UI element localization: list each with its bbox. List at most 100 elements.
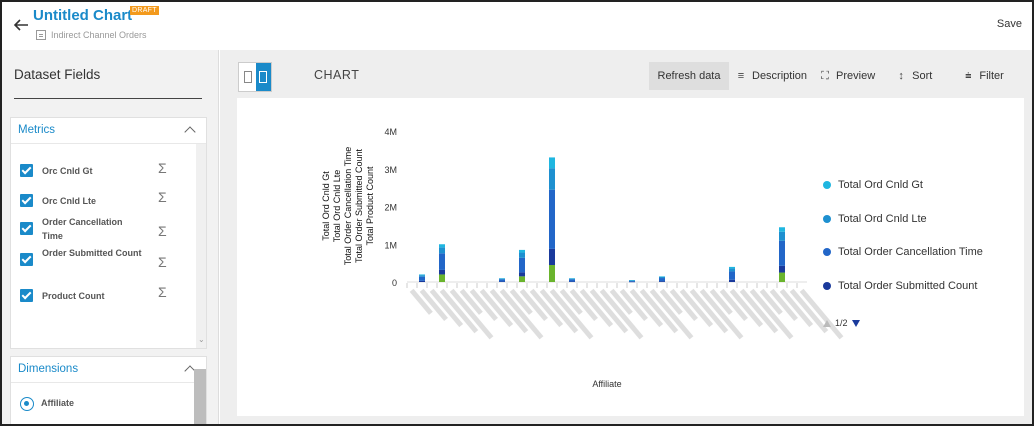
sigma-icon[interactable]: Σ — [158, 189, 167, 205]
back-arrow-icon[interactable] — [12, 16, 30, 34]
bar-segment — [779, 231, 785, 241]
x-tick-label-blurred — [779, 288, 814, 328]
legend-item[interactable]: Total Ord Cnld Lte — [823, 212, 927, 226]
bar-segment — [629, 280, 635, 281]
dataset-fields-panel: Dataset Fields Metrics Orc Cnld Gt Σ Orc… — [2, 50, 219, 424]
chevron-down-icon[interactable]: ⌄ — [198, 335, 205, 344]
bar-segment — [499, 281, 505, 282]
x-tick-label-blurred — [759, 288, 783, 315]
description-button[interactable]: ≡ Description — [729, 62, 813, 90]
bar-segment — [659, 276, 665, 279]
x-tick-label-blurred — [449, 288, 494, 340]
bar-segment — [659, 278, 665, 282]
bar-segment — [519, 257, 525, 273]
legend-item[interactable]: Total Order Cancellation Time — [823, 245, 983, 259]
metrics-header[interactable]: Metrics — [11, 118, 206, 144]
x-tick-label-blurred — [629, 288, 664, 328]
bar-segment — [439, 253, 445, 270]
header: Untitled Chart DRAFT Indirect Channel Or… — [2, 2, 1032, 50]
y-tick-label: 1M — [384, 240, 397, 250]
checkbox-checked-icon[interactable] — [20, 194, 33, 207]
bar-segment — [439, 247, 445, 254]
chart-editor: CHART Refresh data ≡ Description ⛶ Previ… — [220, 50, 1032, 424]
x-tick-label-blurred — [799, 288, 844, 340]
bar-segment — [419, 276, 425, 281]
bar-segment — [519, 272, 525, 277]
checkbox-checked-icon[interactable] — [20, 164, 33, 177]
bar-segment — [519, 252, 525, 258]
bar-segment — [419, 274, 425, 276]
dimensions-scrollbar[interactable] — [194, 369, 206, 424]
metric-label: Orc Cnld Lte — [42, 196, 97, 206]
dataset-name: Indirect Channel Orders — [51, 30, 147, 40]
bar-segment — [549, 168, 555, 190]
x-tick-label-blurred — [459, 288, 483, 315]
refresh-data-button[interactable]: Refresh data — [649, 62, 729, 90]
bar-segment — [419, 280, 425, 282]
metric-item[interactable]: Orc Cnld Lte Σ — [20, 189, 190, 220]
sigma-icon[interactable]: Σ — [158, 223, 167, 239]
page-down-icon[interactable] — [851, 319, 860, 327]
view-toggle[interactable] — [238, 62, 272, 92]
x-tick-label-blurred — [559, 288, 583, 315]
legend-label: Total Ord Cnld Lte — [838, 213, 927, 225]
bar-segment — [569, 281, 575, 282]
x-tick-label-blurred — [709, 288, 733, 315]
sigma-icon[interactable]: Σ — [158, 284, 167, 300]
preview-button[interactable]: ⛶ Preview — [813, 62, 881, 90]
dimensions-header[interactable]: Dimensions — [11, 357, 206, 383]
x-tick-label-blurred — [689, 288, 729, 334]
bar-segment — [779, 240, 785, 266]
bar-segment — [499, 279, 505, 282]
legend-label: Total Order Cancellation Time — [838, 246, 983, 258]
bar-segment — [779, 227, 785, 232]
sort-button[interactable]: ↕ Sort — [889, 62, 938, 90]
x-tick-label-blurred — [589, 288, 629, 334]
legend-item[interactable]: Total Order Submitted Count — [823, 279, 977, 293]
x-tick-label-blurred — [669, 288, 698, 322]
bar-segment — [569, 278, 575, 280]
chart-view-icon[interactable] — [256, 63, 271, 91]
bar-segment — [629, 280, 635, 282]
x-tick-label-blurred — [489, 288, 529, 334]
bar-segment — [569, 279, 575, 282]
x-axis-label: Affiliate — [592, 379, 621, 389]
chevron-up-icon[interactable] — [184, 126, 196, 138]
filter-button[interactable]: ⩧ Filter — [956, 62, 1009, 90]
bar-segment — [729, 279, 735, 282]
metric-item[interactable]: Orc Cnld Gt Σ — [20, 160, 190, 190]
metrics-scrollbar[interactable]: ⌄ — [196, 144, 206, 348]
metric-item[interactable]: Order Submitted Count Σ — [20, 246, 190, 274]
x-tick-label-blurred — [499, 288, 544, 340]
x-tick-label-blurred — [519, 288, 548, 322]
radio-selected-icon[interactable] — [20, 397, 34, 411]
chart-tab[interactable]: CHART — [314, 68, 360, 82]
x-tick-label-blurred — [549, 288, 594, 340]
legend-item[interactable]: Total Ord Cnld Gt — [823, 178, 923, 192]
x-tick-label-blurred — [509, 288, 533, 315]
dimension-label[interactable]: Affiliate — [41, 398, 75, 408]
x-tick-label-blurred — [639, 288, 679, 334]
table-view-icon[interactable] — [239, 63, 256, 91]
metric-label: Orc Cnld Gt — [42, 166, 93, 176]
sigma-icon[interactable]: Σ — [158, 254, 167, 270]
checkbox-checked-icon[interactable] — [20, 222, 33, 235]
metric-item[interactable]: Order Cancellation Time Σ — [20, 215, 190, 243]
page-up-icon[interactable] — [823, 319, 831, 327]
sigma-icon[interactable]: Σ — [158, 160, 167, 176]
x-tick-label-blurred — [789, 288, 829, 334]
save-button[interactable]: Save — [996, 18, 1022, 30]
x-tick-label-blurred — [409, 288, 433, 315]
x-tick-label-blurred — [739, 288, 779, 334]
checkbox-checked-icon[interactable] — [20, 253, 33, 266]
chart-card: 0 1M 2M 3M 4M Total Ord Cnld Gt Total Ord Cnld… — [237, 98, 1024, 416]
x-tick-label-blurred — [479, 288, 514, 328]
description-label: Description — [752, 70, 808, 82]
draft-badge: DRAFT — [130, 6, 159, 15]
checkbox-checked-icon[interactable] — [20, 289, 33, 302]
metric-label: Order Cancellation Time — [42, 217, 123, 241]
chart-title[interactable]: Untitled Chart — [33, 7, 133, 24]
bar-segment — [569, 278, 575, 279]
metric-item[interactable]: Product Count Σ — [20, 284, 190, 316]
x-tick-label-blurred — [579, 288, 614, 328]
